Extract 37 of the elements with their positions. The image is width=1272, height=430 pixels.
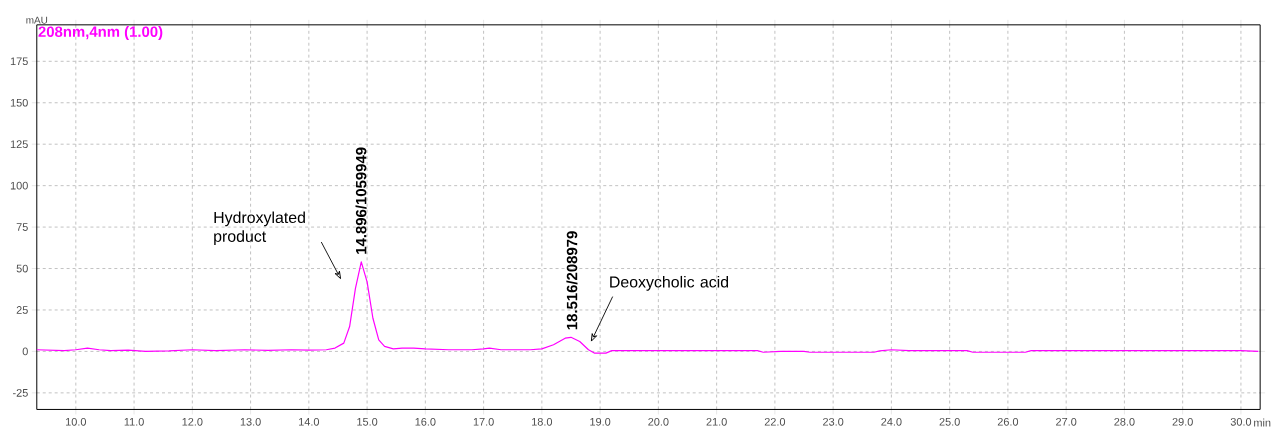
y-axis-title: mAU <box>26 16 48 24</box>
x-tick-label: 13.0 <box>240 417 261 426</box>
annotation: 14.896/1059949 <box>355 147 367 254</box>
y-tick-label: 25 <box>16 305 28 314</box>
x-tick-label: 30.0 <box>1230 417 1252 426</box>
x-tick-label: 10.0 <box>66 417 87 426</box>
x-tick-label: 11.0 <box>124 417 144 426</box>
x-tick-label: 17.0 <box>473 417 494 426</box>
y-tick-label: 50 <box>16 264 28 273</box>
x-tick-label: 12.0 <box>182 417 203 426</box>
x-tick-label: 28.0 <box>1114 417 1135 426</box>
annotation: 18.516/208979 <box>566 231 578 330</box>
x-tick-label: 26.0 <box>997 417 1019 426</box>
x-tick-label: 21.0 <box>706 417 727 426</box>
annotation: Deoxycholic acid <box>610 275 729 291</box>
x-tick-label: 15.0 <box>357 417 378 426</box>
y-tick-label: 75 <box>16 223 28 231</box>
x-tick-label: 20.0 <box>648 417 669 426</box>
x-tick-label: 23.0 <box>823 417 844 426</box>
y-tick-label: 175 <box>10 57 28 65</box>
y-tick-label: -25 <box>12 388 28 397</box>
chart-title: 208nm,4nm (1.00) <box>38 25 163 40</box>
x-tick-label: 14.0 <box>299 417 320 426</box>
y-tick-label: 0 <box>22 347 28 356</box>
x-tick-label: 27.0 <box>1056 417 1077 426</box>
y-tick-label: 100 <box>10 181 28 190</box>
x-tick-label: 19.0 <box>590 417 611 426</box>
y-tick-label: 125 <box>10 140 28 148</box>
x-tick-label: 18.0 <box>532 417 553 426</box>
x-tick-label: 24.0 <box>881 417 902 426</box>
x-tick-label: 16.0 <box>415 417 436 426</box>
x-tick-label: 29.0 <box>1172 417 1193 426</box>
x-tick-label: 22.0 <box>764 417 786 426</box>
x-axis-title: min <box>1254 418 1271 427</box>
y-tick-label: 150 <box>10 98 28 107</box>
annotation: Hydroxylated product <box>214 211 305 245</box>
x-tick-label: 25.0 <box>939 417 960 426</box>
